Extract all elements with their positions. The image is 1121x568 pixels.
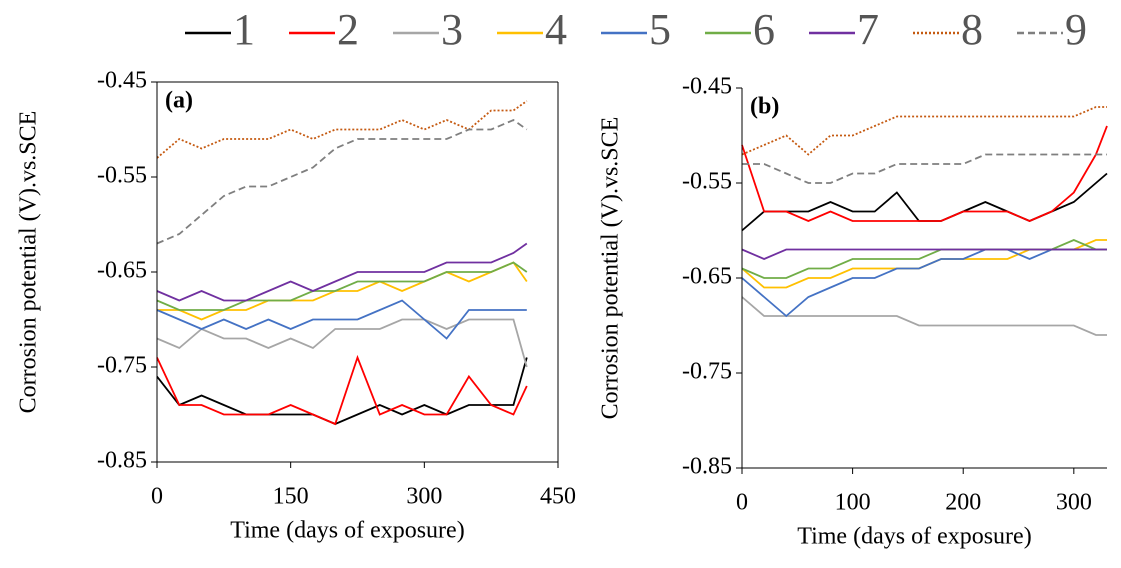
x-axis-label: Time (days of exposure) bbox=[230, 518, 464, 544]
legend-label: 3 bbox=[441, 5, 463, 54]
y-tick-label: -0.55 bbox=[682, 169, 732, 195]
data-line bbox=[156, 100, 528, 159]
data-line bbox=[156, 242, 528, 302]
data-line bbox=[742, 153, 1107, 184]
data-line bbox=[741, 296, 1107, 336]
legend-label: 7 bbox=[857, 5, 879, 54]
data-line bbox=[741, 172, 1108, 232]
x-tick-label: 150 bbox=[273, 484, 309, 510]
x-tick-label: 100 bbox=[835, 490, 871, 516]
data-line bbox=[741, 239, 1107, 279]
legend-label: 5 bbox=[649, 5, 671, 54]
data-line bbox=[156, 299, 527, 340]
data-line bbox=[741, 106, 1107, 156]
data-line bbox=[741, 248, 1107, 260]
legend-label: 9 bbox=[1065, 5, 1087, 54]
data-line bbox=[741, 125, 1108, 222]
data-line bbox=[156, 261, 528, 311]
data-line bbox=[741, 239, 1107, 289]
y-tick-label: -0.45 bbox=[97, 68, 147, 94]
y-tick-label: -0.75 bbox=[97, 353, 147, 379]
y-tick-label: -0.75 bbox=[682, 359, 732, 385]
x-tick-label: 0 bbox=[151, 484, 163, 510]
y-axis-label: Corrosion potential (V).vs.SCE bbox=[598, 117, 624, 420]
y-tick-label: -0.85 bbox=[682, 454, 732, 480]
x-axis-label: Time (days of exposure) bbox=[797, 524, 1031, 550]
legend-label: 8 bbox=[961, 5, 983, 54]
legend-label: 1 bbox=[233, 5, 255, 54]
y-tick-label: -0.65 bbox=[97, 258, 147, 284]
data-line bbox=[156, 354, 528, 426]
y-tick-label: -0.65 bbox=[682, 264, 732, 290]
data-line bbox=[156, 357, 528, 425]
x-tick-label: 0 bbox=[736, 490, 748, 516]
panel-label: (b) bbox=[750, 94, 779, 120]
data-line bbox=[157, 261, 528, 321]
panel-label: (a) bbox=[165, 88, 193, 114]
x-tick-label: 450 bbox=[540, 484, 576, 510]
x-tick-label: 300 bbox=[406, 484, 442, 510]
y-axis-label: Corrosion potential (V).vs.SCE bbox=[16, 111, 42, 414]
y-tick-label: -0.55 bbox=[97, 163, 147, 189]
legend-label: 2 bbox=[337, 5, 359, 54]
data-line bbox=[156, 118, 528, 245]
y-tick-label: -0.45 bbox=[682, 74, 732, 100]
data-line bbox=[156, 318, 528, 368]
y-tick-label: -0.85 bbox=[97, 448, 147, 474]
x-tick-label: 200 bbox=[945, 490, 981, 516]
legend-label: 6 bbox=[753, 5, 775, 54]
x-tick-label: 300 bbox=[1056, 490, 1092, 516]
legend-label: 4 bbox=[545, 5, 567, 54]
